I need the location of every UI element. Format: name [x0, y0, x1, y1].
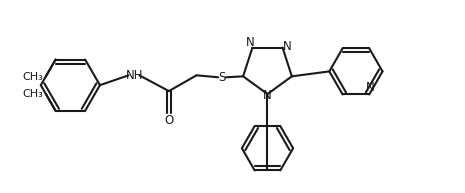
Text: N: N: [283, 40, 292, 53]
Text: O: O: [164, 114, 173, 127]
Text: CH₃: CH₃: [22, 89, 43, 99]
Text: S: S: [219, 71, 226, 84]
Text: N: N: [366, 81, 375, 94]
Text: CH₃: CH₃: [22, 72, 43, 82]
Text: N: N: [246, 36, 255, 49]
Text: NH: NH: [126, 69, 143, 82]
Text: N: N: [263, 89, 272, 102]
